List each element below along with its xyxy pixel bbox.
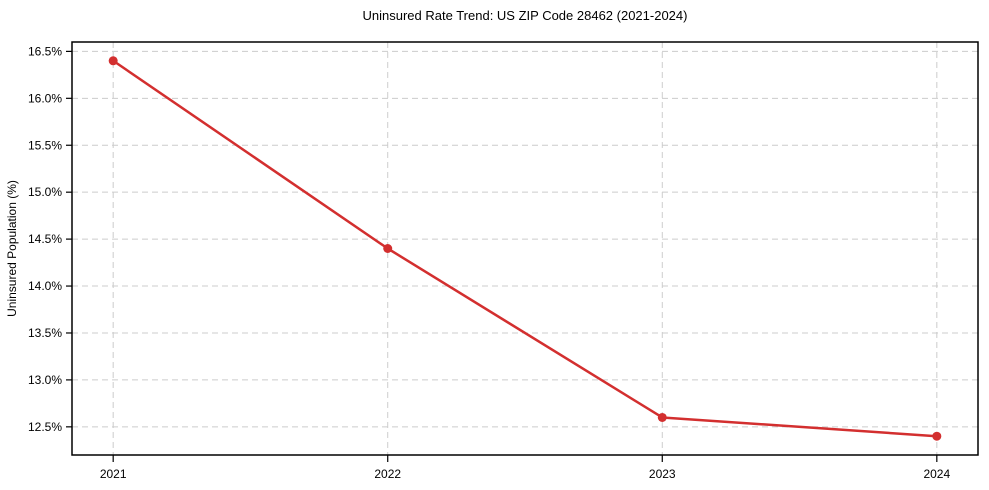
data-point xyxy=(383,244,393,253)
series-group xyxy=(108,56,942,441)
x-tick-label: 2024 xyxy=(923,467,950,481)
y-tick-label: 14.5% xyxy=(28,232,62,246)
data-line xyxy=(111,59,939,438)
y-tick-label: 16.5% xyxy=(28,44,62,58)
x-tick-label: 2023 xyxy=(649,467,676,481)
x-gridlines xyxy=(112,42,938,455)
y-tick-label: 15.5% xyxy=(28,138,62,152)
y-axis-label: Uninsured Population (%) xyxy=(5,180,19,317)
data-point xyxy=(657,412,667,422)
y-tick-label: 12.5% xyxy=(28,420,62,434)
data-point xyxy=(108,56,118,66)
y-axis-ticks: 12.5% 13.0% 13.5% 14.0% 14.5% 15.0% 15.5% 16.0%… xyxy=(28,44,72,434)
plot-border xyxy=(71,41,979,456)
x-axis-ticks: 2021 2022 2023 2024 xyxy=(100,455,950,481)
chart-title: Uninsured Rate Trend: US ZIP Code 28462 … xyxy=(363,8,688,23)
y-tick-label: 15.0% xyxy=(28,185,62,199)
y-tick-label: 14.0% xyxy=(28,279,62,293)
y-tick-label: 13.5% xyxy=(28,326,62,340)
y-gridlines xyxy=(72,50,978,428)
y-tick-label: 13.0% xyxy=(28,373,62,387)
data-point xyxy=(932,431,942,441)
y-tick-label: 16.0% xyxy=(28,91,62,105)
x-tick-label: 2022 xyxy=(374,467,401,481)
x-tick-label: 2021 xyxy=(100,467,127,481)
